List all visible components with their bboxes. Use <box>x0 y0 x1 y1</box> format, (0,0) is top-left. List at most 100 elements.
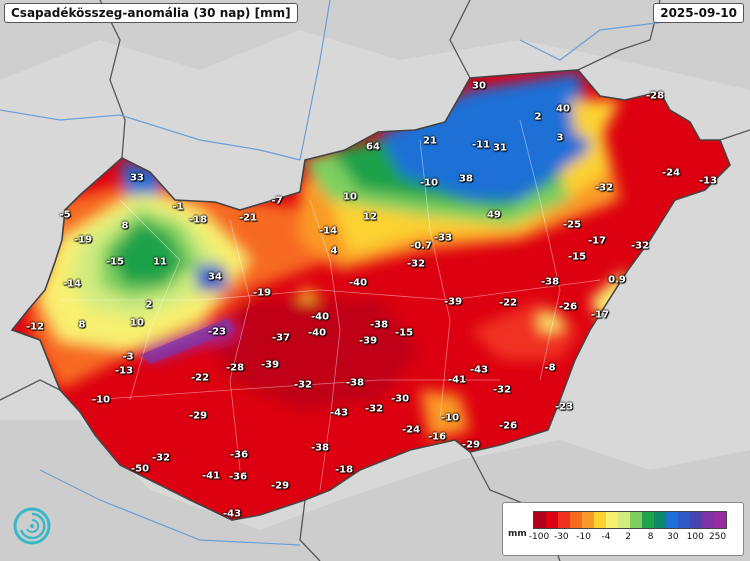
value-label: -30 <box>390 393 410 405</box>
value-label: -38 <box>540 276 560 288</box>
value-label: 21 <box>423 135 437 147</box>
value-label: -28 <box>645 90 665 102</box>
value-label: -14 <box>318 225 338 237</box>
value-label: -32 <box>364 403 384 415</box>
value-label: -13 <box>114 365 134 377</box>
value-label: -11 <box>471 139 491 151</box>
value-label: -14 <box>62 278 82 290</box>
value-label: -3 <box>122 351 134 363</box>
value-label: 0.9 <box>608 274 626 286</box>
value-label: -16 <box>427 431 447 443</box>
legend-tick: 30 <box>667 532 679 542</box>
legend-swatch <box>702 512 714 528</box>
value-label: 40 <box>556 103 570 115</box>
value-label: -15 <box>105 256 125 268</box>
legend-swatch <box>594 512 606 528</box>
value-label: 12 <box>363 211 377 223</box>
value-label: -1 <box>172 201 184 213</box>
value-label: -12 <box>25 321 45 333</box>
hungary-border <box>10 69 731 521</box>
value-label: -39 <box>443 296 463 308</box>
legend-swatch <box>666 512 678 528</box>
map-date: 2025-09-10 <box>653 3 744 23</box>
value-label: -32 <box>594 182 614 194</box>
legend-tick: -30 <box>553 532 569 542</box>
value-label: -39 <box>260 359 280 371</box>
value-label: 4 <box>330 245 338 257</box>
value-label: -24 <box>401 424 421 436</box>
value-label: -18 <box>188 214 208 226</box>
value-label: 8 <box>78 319 86 331</box>
value-label: -40 <box>310 311 330 323</box>
legend-tick: 100 <box>686 532 704 542</box>
legend-tick: -4 <box>601 532 611 542</box>
legend-tick: 8 <box>647 532 654 542</box>
legend-swatch <box>546 512 558 528</box>
value-label: -32 <box>293 379 313 391</box>
value-label: -26 <box>498 420 518 432</box>
value-label: -38 <box>369 319 389 331</box>
legend-tick: -10 <box>576 532 591 542</box>
value-label: -38 <box>345 377 365 389</box>
legend-swatch <box>582 512 594 528</box>
legend-swatch <box>570 512 582 528</box>
value-label: -17 <box>590 309 610 321</box>
value-label: -29 <box>270 480 290 492</box>
value-label: -37 <box>271 332 291 344</box>
value-label: 33 <box>130 172 144 184</box>
value-label: -19 <box>73 234 93 246</box>
value-label: 10 <box>130 317 144 329</box>
legend-swatch <box>714 512 726 528</box>
value-label: -26 <box>558 301 578 313</box>
map-title: Csapadékösszeg-anomália (30 nap) [mm] <box>4 3 298 23</box>
value-label: -25 <box>562 219 582 231</box>
value-label: -50 <box>130 463 150 475</box>
value-label: -32 <box>492 384 512 396</box>
value-label: -19 <box>252 287 272 299</box>
value-label: -43 <box>222 508 242 520</box>
value-label: -28 <box>225 362 245 374</box>
value-label: -39 <box>358 335 378 347</box>
legend-tick: 2 <box>625 532 632 542</box>
value-label: -22 <box>190 372 210 384</box>
value-label: -40 <box>348 277 368 289</box>
value-label: -29 <box>461 439 481 451</box>
value-label: 30 <box>472 80 486 92</box>
value-label: -32 <box>406 258 426 270</box>
value-label: -43 <box>329 407 349 419</box>
value-label: 31 <box>493 142 507 154</box>
lake-balaton <box>140 318 234 364</box>
value-label: -38 <box>310 442 330 454</box>
value-label: -21 <box>238 212 258 224</box>
value-label: -17 <box>587 235 607 247</box>
value-label: -5 <box>59 209 71 221</box>
value-label: -33 <box>433 232 453 244</box>
legend-colorbar <box>533 511 727 529</box>
logo-icon <box>13 507 51 545</box>
value-label: -32 <box>151 452 171 464</box>
legend-swatch <box>690 512 702 528</box>
value-label: 34 <box>208 271 222 283</box>
value-label: -10 <box>419 177 439 189</box>
county-borders <box>60 119 601 491</box>
legend-swatch <box>642 512 654 528</box>
value-label: -24 <box>661 167 681 179</box>
value-label: -40 <box>307 327 327 339</box>
value-label: -7 <box>271 195 283 207</box>
value-label: -22 <box>498 297 518 309</box>
value-label: -36 <box>229 449 249 461</box>
value-label: -0.7 <box>410 240 432 252</box>
value-label: -15 <box>567 251 587 263</box>
value-label: 2 <box>145 299 153 311</box>
value-label: 38 <box>459 173 473 185</box>
legend-swatch <box>654 512 666 528</box>
value-label: 2 <box>534 111 542 123</box>
value-label: -18 <box>334 464 354 476</box>
value-label: 10 <box>343 191 357 203</box>
legend-swatch <box>678 512 690 528</box>
value-label: -29 <box>188 410 208 422</box>
rivers <box>0 0 681 546</box>
value-label: 49 <box>487 209 501 221</box>
legend-swatch <box>606 512 618 528</box>
